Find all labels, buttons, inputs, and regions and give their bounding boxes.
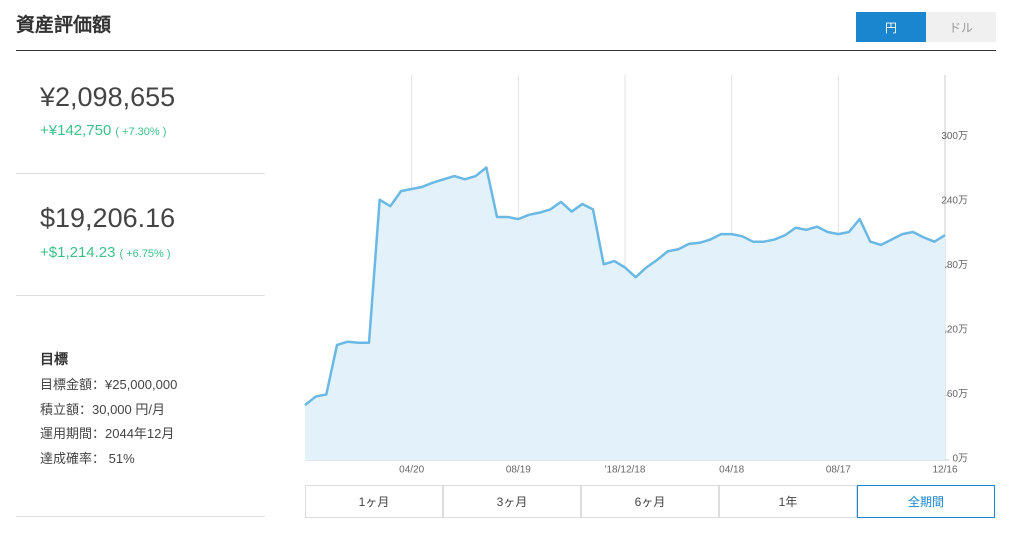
range-button[interactable]: 全期間: [857, 485, 995, 518]
jpy-percent: ( +7.30% ): [115, 126, 167, 138]
range-button[interactable]: 1ヶ月: [305, 485, 443, 518]
goal-item: 達成確率： 51%: [40, 450, 135, 466]
x-tick-label: 04/20: [399, 465, 424, 476]
goal-item: 運用期間：2044年12月: [40, 426, 175, 441]
usd-change: +$1,214.23: [40, 244, 116, 261]
goal-title: 目標: [40, 351, 68, 367]
header-rule: [16, 50, 996, 51]
x-tick-label: 12/16: [932, 465, 957, 476]
jpy-value: ¥2,098,655: [40, 82, 176, 112]
y-tick-label: 300万: [941, 131, 968, 142]
divider: [16, 516, 265, 517]
range-button[interactable]: 6ヶ月: [581, 485, 719, 518]
x-tick-label: '18/12/18: [605, 465, 646, 476]
area-fill: [305, 167, 945, 461]
usd-percent: ( +6.75% ): [119, 248, 171, 260]
y-tick-label: 0万: [952, 454, 968, 465]
usd-value: $19,206.16: [40, 203, 176, 233]
page-title: 資産評価額: [16, 15, 112, 36]
y-tick-label: 60万: [947, 389, 968, 400]
range-button[interactable]: 3ヶ月: [443, 485, 581, 518]
y-tick-label: 120万: [941, 325, 968, 336]
x-tick-label: 08/19: [506, 465, 531, 476]
y-tick-label: 180万: [941, 260, 968, 271]
x-tick-label: 04/18: [719, 465, 744, 476]
divider: [16, 173, 265, 174]
divider: [16, 295, 265, 296]
line: [304, 166, 946, 407]
y-tick-label: 240万: [941, 196, 968, 207]
jpy-change: +¥142,750: [40, 122, 112, 139]
usd-change-row: +$1,214.23( +6.75% ): [40, 244, 171, 262]
currency-button[interactable]: 円: [856, 12, 926, 42]
goal-item: 積立額：30,000 円/月: [40, 401, 165, 417]
x-tick-label: 08/17: [826, 465, 851, 476]
jpy-change-row: +¥142,750( +7.30% ): [40, 122, 166, 140]
goal-item: 目標金額：¥25,000,000: [40, 377, 178, 392]
range-button[interactable]: 1年: [719, 485, 857, 518]
currency-button[interactable]: ドル: [926, 12, 996, 42]
